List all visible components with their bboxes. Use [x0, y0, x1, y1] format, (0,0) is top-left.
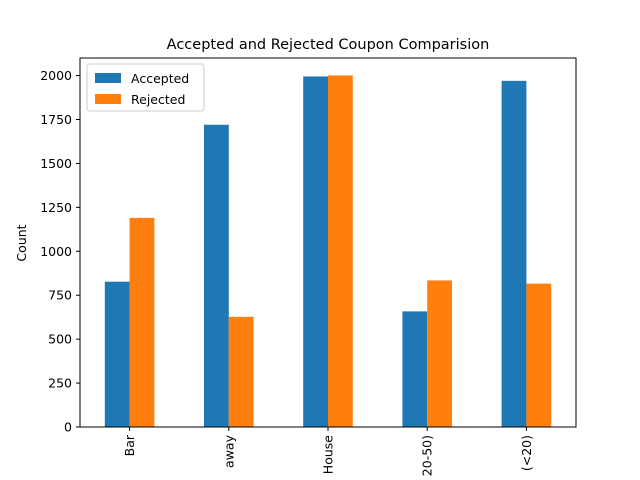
bar-rejected-0: [129, 217, 155, 427]
plot-frame: [79, 57, 577, 428]
chart-title: Accepted and Rejected Coupon Comparision: [167, 37, 490, 53]
legend-swatch-rejected: [95, 94, 121, 104]
legend-label-accepted: Accepted: [131, 71, 189, 86]
bar-accepted-0: [104, 281, 130, 427]
x-tick-label: 20-50): [420, 435, 435, 476]
bar-accepted-4: [501, 80, 527, 427]
x-tick-label: Bar: [122, 434, 137, 456]
bar-rejected-2: [328, 75, 353, 427]
bar-rejected-3: [427, 280, 452, 427]
y-tick-label: 0: [64, 420, 72, 435]
legend-label-rejected: Rejected: [131, 92, 185, 107]
y-tick-label: 1750: [40, 112, 72, 127]
y-tick-label: 2000: [40, 68, 72, 83]
y-axis: 0 250 500 750 1000 1250 1500 1750 2000: [40, 68, 80, 435]
bars-group: [104, 75, 552, 428]
y-tick-label: 250: [48, 376, 72, 391]
x-tick-label: House: [321, 435, 336, 474]
y-tick-label: 500: [48, 332, 72, 347]
bar-accepted-3: [402, 311, 428, 427]
legend: Accepted Rejected: [86, 63, 205, 112]
y-tick-label: 1000: [40, 244, 72, 259]
y-tick-label: 750: [48, 288, 72, 303]
y-tick-label: 1500: [40, 156, 72, 171]
bar-accepted-2: [303, 76, 328, 427]
x-tick-label: away: [221, 434, 236, 468]
x-tick-label: (<20): [519, 435, 534, 471]
x-axis: Bar away House 20-50) (<20): [122, 427, 534, 476]
y-tick-label: 1250: [40, 200, 72, 215]
bar-accepted-1: [204, 124, 229, 428]
bar-rejected-1: [228, 316, 254, 427]
legend-swatch-accepted: [95, 73, 121, 83]
y-axis-label: Count: [14, 224, 29, 261]
bar-rejected-4: [526, 283, 552, 427]
